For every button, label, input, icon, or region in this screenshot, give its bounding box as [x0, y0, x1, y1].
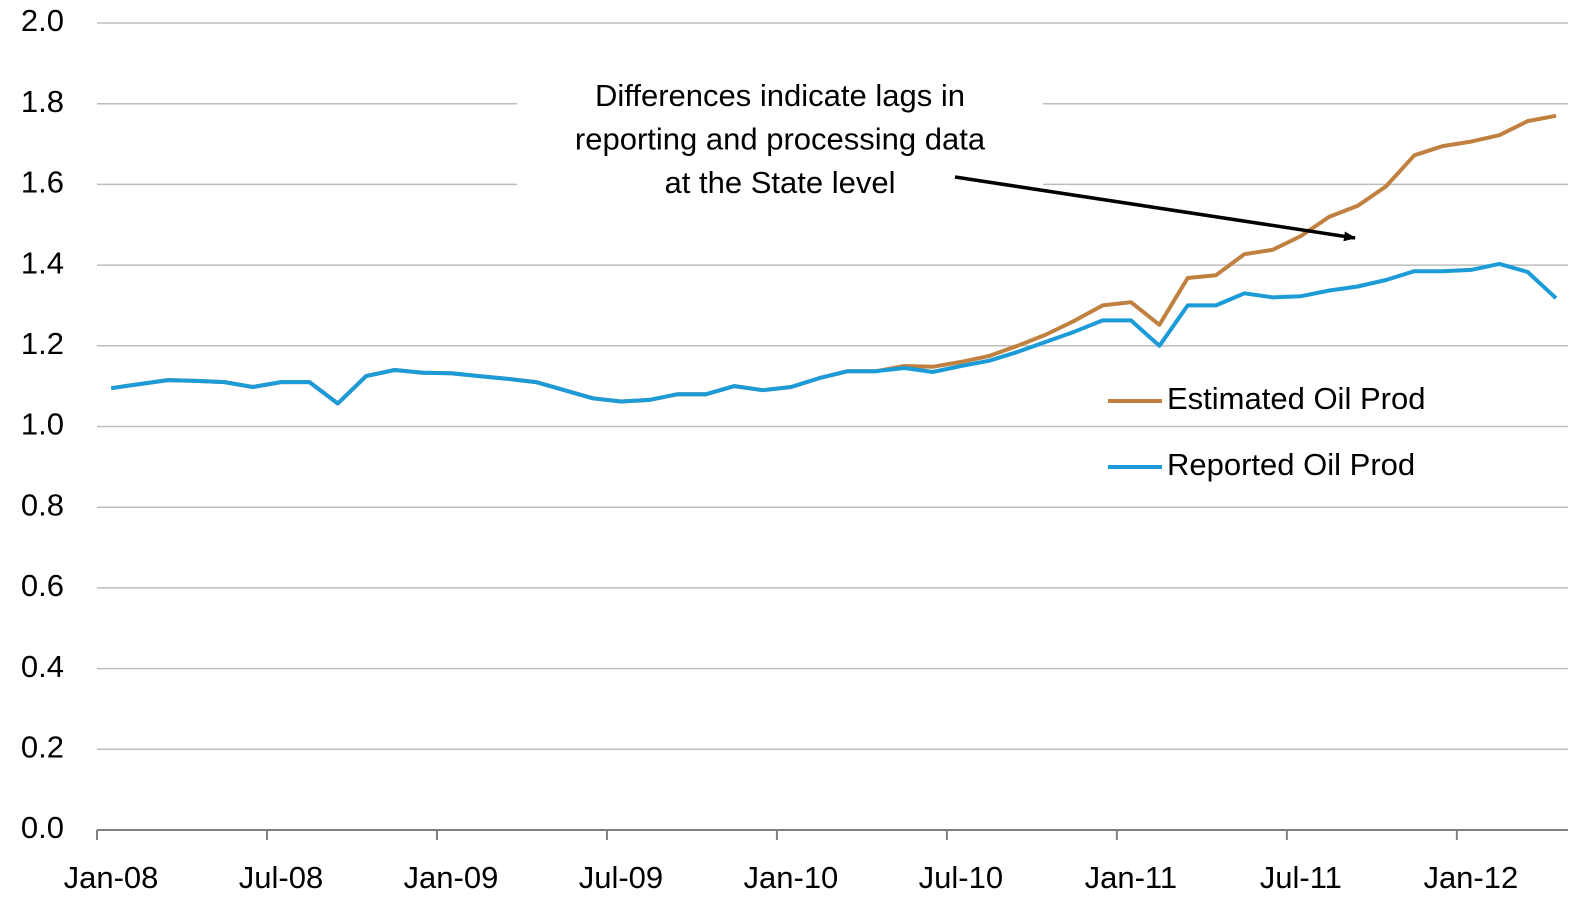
- y-tick-label: 1.8: [21, 84, 64, 119]
- x-tick-label: Jul-11: [1260, 860, 1342, 895]
- legend-label: Estimated Oil Prod: [1167, 381, 1425, 416]
- grid: 0.0 0.2 0.4 0.6 0.8 1.0 1.2 1.4 1.6 1.8 2.0 Jan-08 J…: [21, 3, 1568, 895]
- y-tick-label: 0.6: [21, 568, 64, 603]
- x-tick-label: Jan-12: [1423, 860, 1518, 895]
- y-tick-label: 0.0: [21, 810, 64, 845]
- y-tick-label: 1.2: [21, 326, 64, 361]
- y-tick-label: 0.8: [21, 487, 64, 522]
- x-tick-label: Jan-09: [404, 860, 499, 895]
- annotation-text: reporting and processing data: [575, 122, 986, 157]
- x-tick-label: Jul-08: [239, 860, 323, 895]
- y-tick-label: 0.4: [21, 649, 64, 684]
- annotation-text: at the State level: [665, 165, 896, 200]
- foreground: Differences indicate lags in reporting an…: [517, 72, 1425, 482]
- x-tick-label: Jul-10: [919, 860, 1003, 895]
- legend-label: Reported Oil Prod: [1167, 447, 1415, 482]
- x-tick-label: Jan-11: [1085, 860, 1178, 895]
- series-line: [110, 261, 1558, 406]
- annotation-background: [517, 72, 1043, 208]
- y-tick-label: 1.6: [21, 165, 64, 200]
- annotation-arrow: [954, 175, 1356, 242]
- annotation-text: Differences indicate lags in: [595, 78, 965, 113]
- y-tick-label: 0.2: [21, 729, 64, 764]
- y-tick-label: 1.4: [21, 245, 64, 280]
- x-tick-label: Jul-09: [579, 860, 663, 895]
- y-tick-label: 1.0: [21, 407, 64, 442]
- lines: [110, 113, 1558, 406]
- x-tick-label: Jan-08: [64, 860, 159, 895]
- x-tick-label: Jan-10: [744, 860, 839, 895]
- y-tick-label: 2.0: [21, 3, 64, 38]
